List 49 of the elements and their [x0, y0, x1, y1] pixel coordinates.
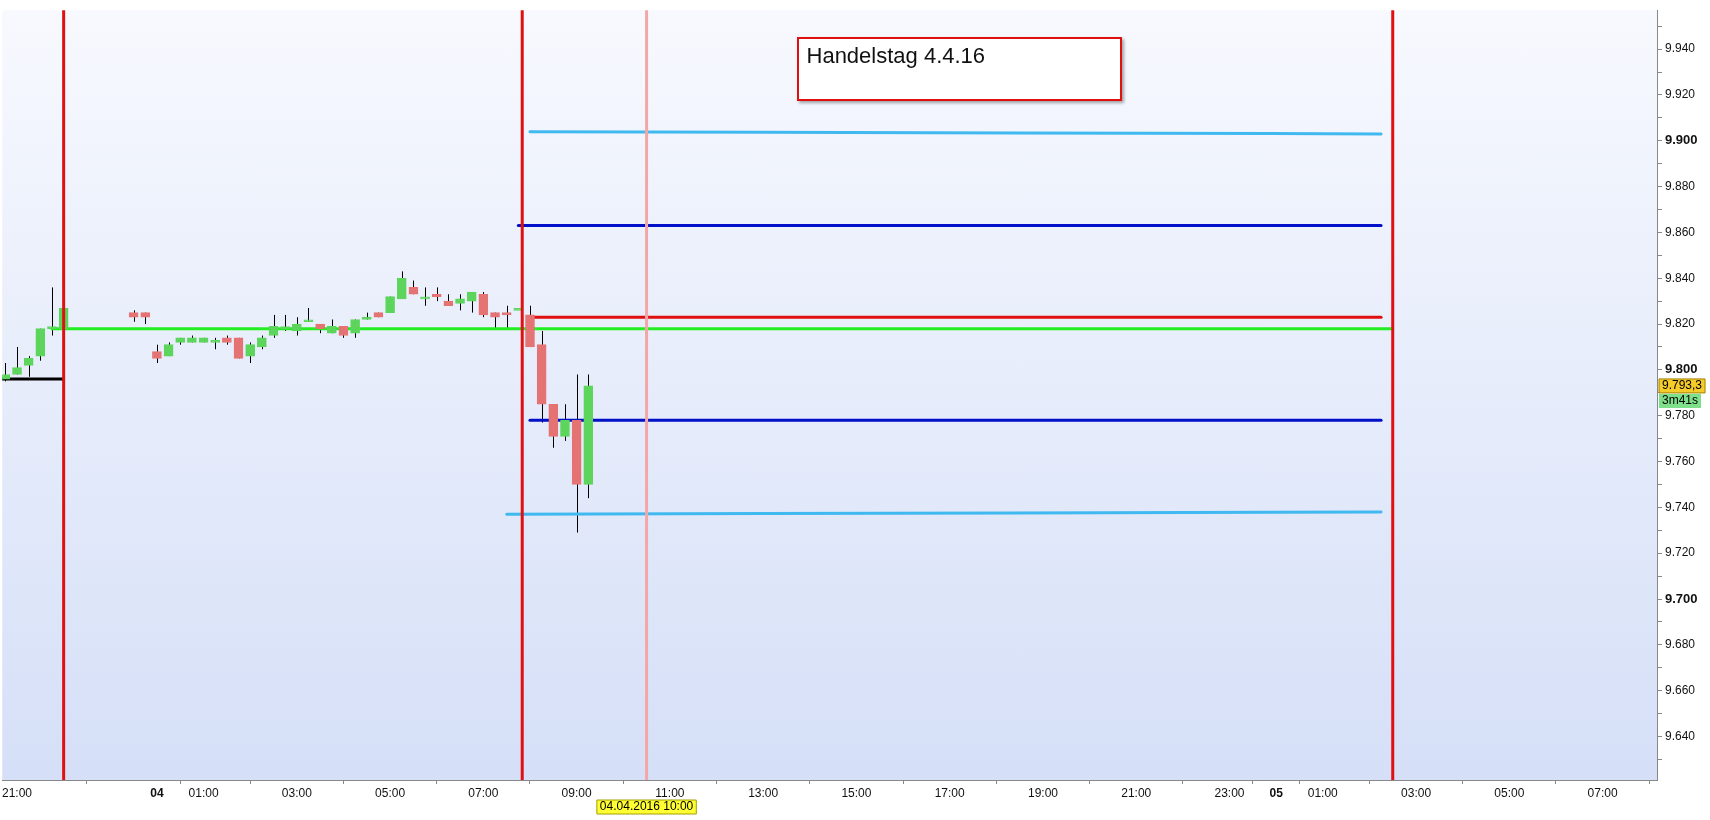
y-tick-label: 9.680	[1665, 637, 1696, 652]
x-tick-label: 13:00	[748, 785, 779, 800]
x-tick-label: 23:00	[1214, 785, 1245, 800]
x-tick-label: 04	[150, 785, 164, 800]
candlestick	[268, 314, 279, 339]
x-tick-label: 05:00	[1494, 785, 1525, 800]
y-tick-label: 9.800	[1665, 361, 1698, 377]
x-tick-label: 19:00	[1027, 785, 1059, 800]
y-tick-label: 9.860	[1665, 224, 1696, 239]
x-tick-label: 09:00	[561, 785, 592, 800]
y-tick-label: 9.640	[1665, 728, 1696, 743]
y-tick-label: 9.880	[1665, 178, 1696, 193]
text: 9.793,3	[1662, 378, 1703, 393]
candlestick	[152, 344, 162, 364]
x-tick-label: 21:00	[1121, 785, 1152, 800]
y-tick-label: 9.940	[1665, 41, 1696, 56]
x-tick-label: 01:00	[1307, 785, 1339, 800]
candlestick	[396, 270, 407, 300]
x-tick-label: 05:00	[375, 785, 406, 800]
y-tick-label: 9.900	[1665, 132, 1698, 148]
x-tick-label: 15:00	[841, 785, 872, 800]
text-box: Handelstag 4.4.16	[796, 37, 1122, 101]
x-tick-label: 03:00	[281, 785, 313, 800]
candlestick	[560, 403, 570, 442]
y-tick-label: 9.740	[1665, 499, 1696, 514]
y-tick-label: 9.720	[1665, 545, 1696, 560]
candlestick	[466, 291, 477, 314]
y-tick-label: 9.920	[1665, 87, 1696, 102]
candlestick	[12, 346, 22, 375]
y-tick-label: 9.700	[1665, 590, 1698, 606]
candlestick	[478, 291, 489, 318]
x-tick-label: 17:00	[934, 785, 966, 800]
y-tick-label: 9.780	[1665, 408, 1696, 423]
x-tick-label: 07:00	[468, 785, 499, 800]
candlestick	[47, 286, 57, 337]
y-tick-label: 9.760	[1665, 453, 1696, 468]
candlestick	[291, 316, 302, 337]
text: 04.04.2016 10:00	[599, 799, 694, 814]
x-tick-label: 05	[1269, 785, 1284, 800]
y-tick-label: 9.840	[1665, 270, 1696, 285]
y-tick-label: 9.820	[1665, 316, 1696, 331]
x-tick-label: 03:00	[1401, 785, 1432, 800]
candlestick	[501, 305, 512, 330]
text: 3m41s	[1662, 393, 1699, 408]
x-tick-label: 21:00	[2, 785, 33, 800]
y-tick-label: 9.660	[1665, 682, 1696, 697]
x-tick-label: 11:00	[655, 785, 685, 800]
x-tick-label: 01:00	[188, 785, 219, 800]
x-tick-label: 07:00	[1587, 785, 1618, 800]
